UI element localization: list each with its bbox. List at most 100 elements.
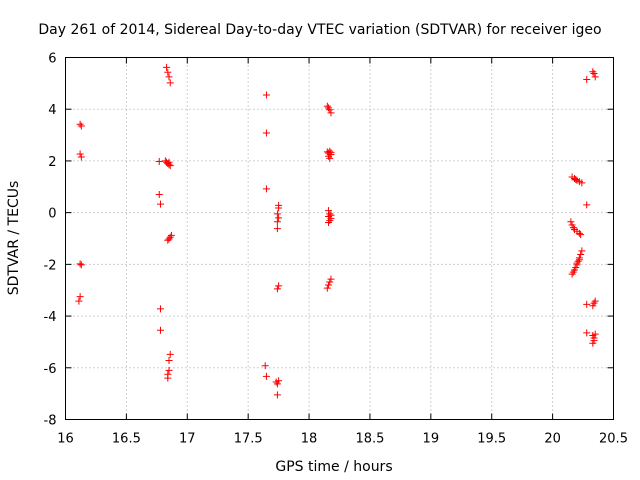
x-tick-label: 17.5 — [234, 432, 263, 447]
data-point — [569, 224, 577, 232]
data-point — [262, 91, 270, 99]
data-point — [578, 247, 586, 255]
data-point — [273, 285, 281, 293]
data-point — [583, 75, 591, 83]
data-point — [577, 231, 585, 239]
data-point — [156, 326, 164, 334]
data-point — [326, 154, 334, 162]
data-point — [272, 378, 280, 386]
x-tick-label: 17 — [179, 432, 196, 447]
data-point — [163, 63, 171, 71]
y-axis-label: SDTVAR / TECUs — [6, 181, 22, 296]
data-point — [165, 366, 173, 374]
data-point — [273, 225, 281, 233]
data-point — [155, 191, 163, 199]
data-point — [327, 149, 335, 157]
data-point — [325, 104, 333, 112]
data-point — [75, 297, 83, 305]
data-point — [583, 329, 591, 337]
x-tick-label: 18.5 — [355, 432, 384, 447]
x-tick-label: 16 — [57, 432, 74, 447]
data-point — [323, 284, 331, 292]
data-point — [167, 231, 175, 239]
data-point — [577, 251, 585, 259]
y-tick-label: -2 — [44, 258, 57, 273]
data-point — [273, 380, 281, 388]
plot-frame — [65, 57, 614, 420]
data-point — [583, 300, 591, 308]
x-tick-labels: 16 16.5 17 17.5 18 18.5 19 19.5 20 20.5 — [57, 432, 628, 447]
data-point — [275, 282, 283, 290]
data-point — [262, 372, 270, 380]
data-point — [583, 201, 591, 209]
data-point — [327, 109, 335, 117]
data-point — [326, 147, 334, 155]
y-tick-label: 0 — [48, 207, 56, 222]
chart-title: Day 261 of 2014, Sidereal Day-to-day VTE… — [38, 22, 601, 38]
x-axis-label: GPS time / hours — [275, 459, 392, 475]
x-tick-label: 20.5 — [599, 432, 628, 447]
data-point — [76, 293, 84, 301]
data-point — [323, 102, 331, 110]
data-point — [275, 214, 283, 222]
data-points — [75, 63, 599, 399]
data-point — [275, 204, 283, 212]
data-point — [164, 68, 172, 76]
y-tick-label: 6 — [48, 52, 56, 67]
data-point — [77, 122, 85, 130]
data-point — [166, 350, 174, 358]
x-tick-label: 19.5 — [477, 432, 506, 447]
data-point — [262, 129, 270, 137]
data-point — [166, 79, 174, 87]
data-point — [568, 270, 576, 278]
data-point — [575, 229, 583, 237]
y-tick-label: 2 — [48, 155, 56, 170]
data-point — [77, 153, 85, 161]
data-point — [325, 281, 333, 289]
data-point — [574, 257, 582, 265]
grid-lines — [65, 57, 614, 420]
data-point — [273, 391, 281, 399]
x-tick-label: 18 — [301, 432, 318, 447]
data-point — [591, 297, 599, 305]
x-tick-label: 19 — [423, 432, 440, 447]
data-point — [261, 362, 269, 370]
data-point — [325, 207, 333, 215]
data-point — [165, 73, 173, 81]
data-point — [578, 179, 586, 187]
data-point — [76, 260, 84, 268]
data-point — [262, 185, 270, 193]
data-point — [572, 176, 580, 184]
data-point — [591, 73, 599, 81]
data-point — [155, 157, 163, 165]
data-point — [165, 235, 173, 243]
data-point — [166, 233, 174, 241]
data-point — [573, 259, 581, 267]
data-point — [76, 150, 84, 158]
y-tick-labels: -8 -6 -4 -2 0 2 4 6 — [44, 52, 57, 429]
data-point — [164, 374, 172, 382]
data-point — [156, 200, 164, 208]
data-point — [589, 68, 597, 76]
data-point — [326, 106, 334, 114]
data-point — [327, 275, 335, 283]
x-tick-label: 16.5 — [112, 432, 141, 447]
data-point — [325, 218, 333, 226]
data-point — [77, 261, 85, 269]
y-tick-label: -4 — [44, 310, 57, 325]
y-tick-label: -6 — [44, 362, 57, 377]
data-point — [76, 120, 84, 128]
x-tick-label: 20 — [544, 432, 561, 447]
data-point — [591, 330, 599, 338]
data-point — [156, 305, 164, 313]
data-point — [165, 357, 173, 365]
data-point — [589, 339, 597, 347]
axis-ticks — [65, 57, 614, 420]
data-point — [326, 278, 334, 286]
data-point — [327, 214, 335, 222]
data-point — [165, 158, 173, 166]
data-point — [567, 218, 575, 226]
data-point — [273, 218, 281, 226]
y-tick-label: -8 — [44, 414, 57, 429]
